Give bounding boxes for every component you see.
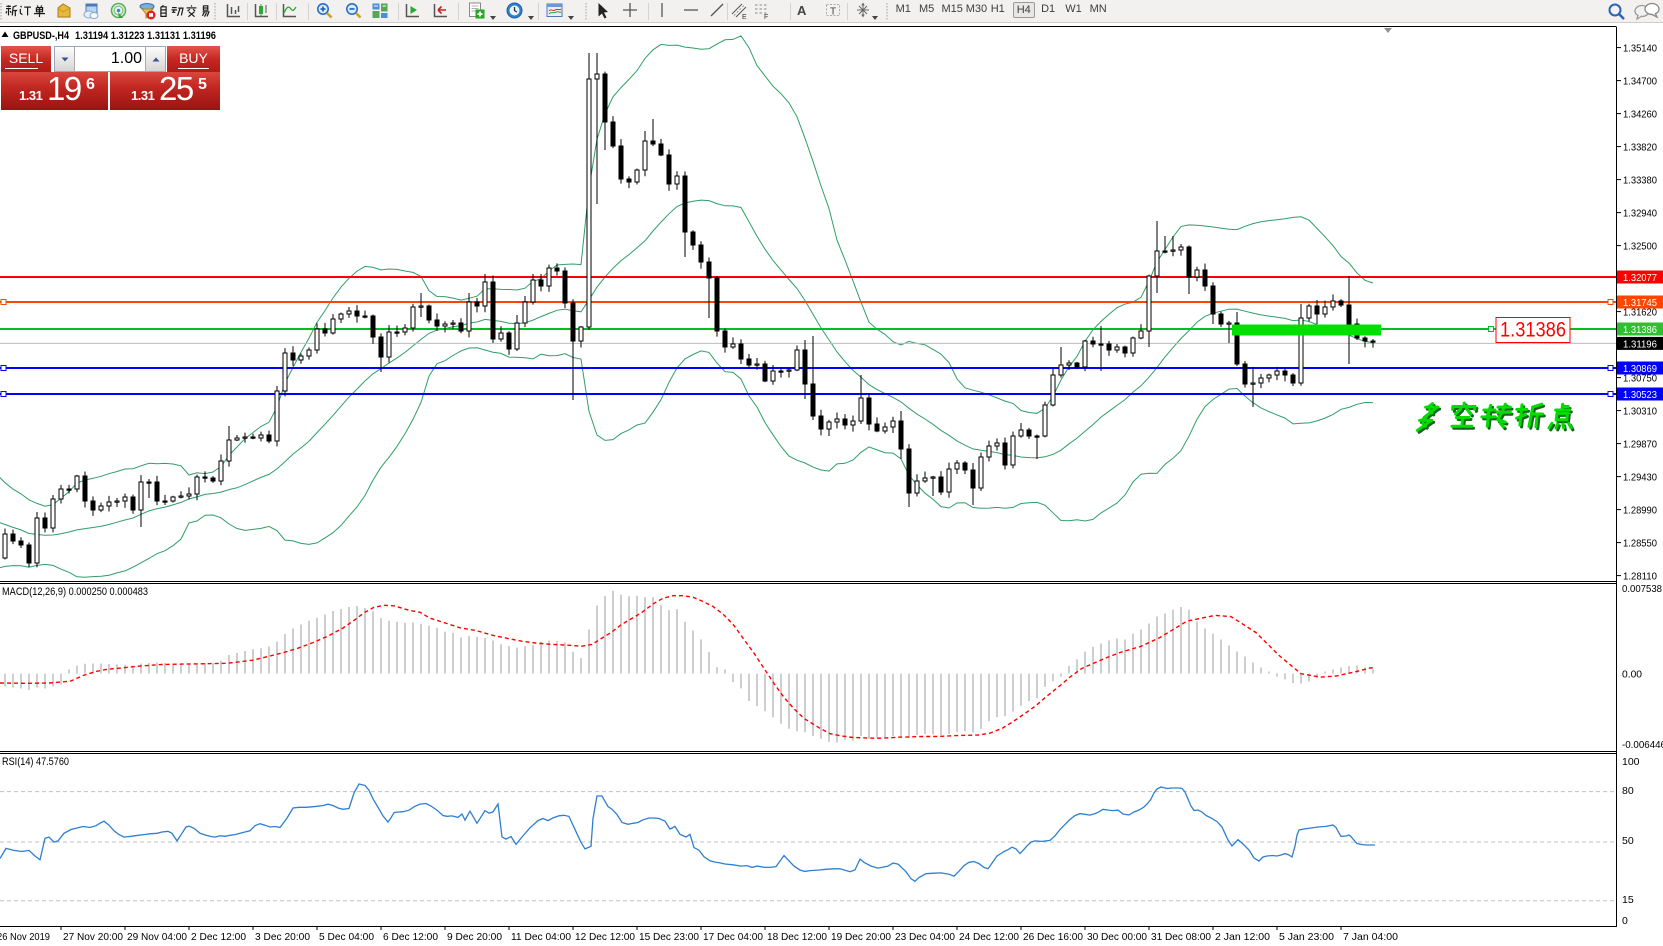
svg-text:1.33380: 1.33380 bbox=[1623, 175, 1657, 187]
svg-text:9 Dec 20:00: 9 Dec 20:00 bbox=[447, 931, 502, 943]
svg-text:18 Dec 12:00: 18 Dec 12:00 bbox=[767, 931, 827, 943]
svg-text:1.29870: 1.29870 bbox=[1623, 439, 1657, 451]
svg-text:30 Dec 00:00: 30 Dec 00:00 bbox=[1087, 931, 1147, 943]
svg-text:50: 50 bbox=[1622, 835, 1634, 847]
svg-text:7 Jan 04:00: 7 Jan 04:00 bbox=[1343, 931, 1398, 943]
svg-text:29 Nov 04:00: 29 Nov 04:00 bbox=[127, 931, 187, 943]
svg-text:12 Dec 12:00: 12 Dec 12:00 bbox=[575, 931, 635, 943]
svg-text:1.29430: 1.29430 bbox=[1623, 472, 1657, 484]
svg-text:-0.006446: -0.006446 bbox=[1622, 739, 1663, 751]
svg-text:1.30310: 1.30310 bbox=[1623, 406, 1657, 418]
svg-text:1.31620: 1.31620 bbox=[1623, 307, 1657, 319]
svg-text:1.30750: 1.30750 bbox=[1623, 373, 1657, 385]
svg-text:F: F bbox=[764, 14, 768, 21]
svg-text:100: 100 bbox=[1622, 756, 1640, 768]
svg-text:E: E bbox=[742, 14, 747, 21]
svg-text:1.30869: 1.30869 bbox=[1623, 363, 1657, 375]
svg-text:27 Nov 20:00: 27 Nov 20:00 bbox=[63, 931, 123, 943]
svg-text:5 Dec 04:00: 5 Dec 04:00 bbox=[319, 931, 374, 943]
svg-text:1.31745: 1.31745 bbox=[1623, 297, 1657, 309]
svg-text:1.31386: 1.31386 bbox=[1500, 319, 1566, 342]
svg-text:MACD(12,26,9) 0.000250 0.00048: MACD(12,26,9) 0.000250 0.000483 bbox=[2, 586, 148, 598]
svg-text:1.34260: 1.34260 bbox=[1623, 109, 1657, 121]
svg-text:17 Dec 04:00: 17 Dec 04:00 bbox=[703, 931, 763, 943]
svg-text:1.28110: 1.28110 bbox=[1623, 571, 1657, 583]
svg-text:2 Dec 12:00: 2 Dec 12:00 bbox=[191, 931, 246, 943]
svg-text:1.33820: 1.33820 bbox=[1623, 142, 1657, 154]
svg-text:3 Dec 20:00: 3 Dec 20:00 bbox=[255, 931, 310, 943]
svg-text:1.32077: 1.32077 bbox=[1623, 272, 1657, 284]
svg-text:1.35140: 1.35140 bbox=[1623, 43, 1657, 55]
svg-text:1.32500: 1.32500 bbox=[1623, 241, 1657, 253]
svg-text:24 Dec 12:00: 24 Dec 12:00 bbox=[959, 931, 1019, 943]
svg-text:0.00: 0.00 bbox=[1622, 669, 1642, 681]
svg-text:23 Dec 04:00: 23 Dec 04:00 bbox=[895, 931, 955, 943]
svg-text:26 Dec 16:00: 26 Dec 16:00 bbox=[1023, 931, 1083, 943]
svg-text:26 Nov 2019: 26 Nov 2019 bbox=[0, 931, 50, 943]
svg-text:0: 0 bbox=[1622, 915, 1628, 927]
svg-text:1.31194 1.31223 1.31131 1.3119: 1.31194 1.31223 1.31131 1.31196 bbox=[75, 30, 216, 42]
svg-text:1.28990: 1.28990 bbox=[1623, 505, 1657, 517]
svg-text:0.007538: 0.007538 bbox=[1622, 583, 1662, 595]
svg-text:1.32940: 1.32940 bbox=[1623, 208, 1657, 220]
svg-text:80: 80 bbox=[1622, 785, 1634, 797]
svg-text:RSI(14) 47.5760: RSI(14) 47.5760 bbox=[2, 756, 69, 768]
svg-text:T: T bbox=[830, 7, 836, 18]
svg-text:11 Dec 04:00: 11 Dec 04:00 bbox=[511, 931, 571, 943]
svg-text:19 Dec 20:00: 19 Dec 20:00 bbox=[831, 931, 891, 943]
svg-text:1.31386: 1.31386 bbox=[1623, 324, 1657, 336]
svg-text:1.34700: 1.34700 bbox=[1623, 76, 1657, 88]
svg-text:GBPUSD-,H4: GBPUSD-,H4 bbox=[13, 30, 70, 42]
svg-text:1.28550: 1.28550 bbox=[1623, 538, 1657, 550]
svg-text:15 Dec 23:00: 15 Dec 23:00 bbox=[639, 931, 699, 943]
svg-text:5 Jan 23:00: 5 Jan 23:00 bbox=[1279, 931, 1334, 943]
svg-text:1.30523: 1.30523 bbox=[1623, 389, 1657, 401]
svg-text:6 Dec 12:00: 6 Dec 12:00 bbox=[383, 931, 438, 943]
svg-text:31 Dec 08:00: 31 Dec 08:00 bbox=[1151, 931, 1211, 943]
svg-text:2 Jan 12:00: 2 Jan 12:00 bbox=[1215, 931, 1270, 943]
svg-text:15: 15 bbox=[1622, 894, 1634, 906]
svg-text:1.31196: 1.31196 bbox=[1623, 338, 1657, 350]
